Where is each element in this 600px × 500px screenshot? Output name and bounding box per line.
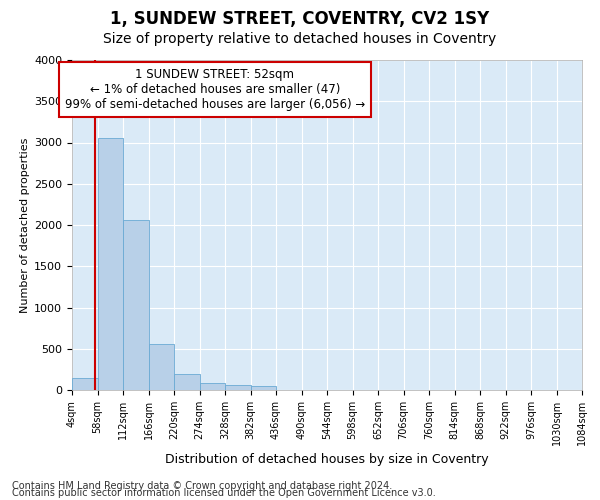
- Bar: [251, 386, 276, 390]
- Text: 1, SUNDEW STREET, COVENTRY, CV2 1SY: 1, SUNDEW STREET, COVENTRY, CV2 1SY: [110, 10, 490, 28]
- Bar: [200, 384, 225, 390]
- Text: Contains HM Land Registry data © Crown copyright and database right 2024.: Contains HM Land Registry data © Crown c…: [12, 481, 392, 491]
- Bar: [97, 138, 123, 390]
- Text: Contains public sector information licensed under the Open Government Licence v3: Contains public sector information licen…: [12, 488, 436, 498]
- Text: Size of property relative to detached houses in Coventry: Size of property relative to detached ho…: [103, 32, 497, 46]
- Bar: [72, 378, 97, 390]
- Bar: [174, 374, 199, 390]
- Bar: [149, 344, 174, 390]
- Bar: [225, 385, 251, 390]
- Bar: [123, 220, 149, 390]
- X-axis label: Distribution of detached houses by size in Coventry: Distribution of detached houses by size …: [165, 454, 489, 466]
- Text: 1 SUNDEW STREET: 52sqm
← 1% of detached houses are smaller (47)
99% of semi-deta: 1 SUNDEW STREET: 52sqm ← 1% of detached …: [65, 68, 365, 112]
- Y-axis label: Number of detached properties: Number of detached properties: [20, 138, 30, 312]
